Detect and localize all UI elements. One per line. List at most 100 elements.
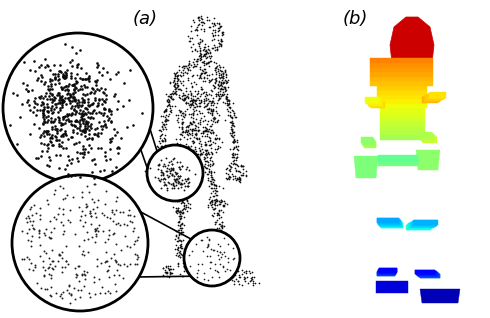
Point bbox=[189, 119, 196, 124]
Point bbox=[60, 75, 68, 80]
Point bbox=[215, 81, 222, 86]
Point bbox=[42, 250, 49, 255]
Point bbox=[230, 113, 238, 118]
Point bbox=[216, 236, 224, 241]
Point bbox=[78, 114, 86, 119]
Point bbox=[166, 270, 173, 275]
Point bbox=[155, 159, 163, 164]
Point bbox=[26, 218, 34, 224]
Point bbox=[46, 67, 54, 73]
Point bbox=[119, 210, 127, 215]
Point bbox=[80, 117, 88, 122]
Point bbox=[172, 252, 180, 258]
Point bbox=[159, 138, 167, 143]
Point bbox=[177, 185, 185, 190]
Point bbox=[76, 122, 84, 127]
Point bbox=[234, 144, 242, 149]
Point bbox=[47, 293, 54, 298]
Point bbox=[198, 19, 206, 24]
Point bbox=[203, 245, 211, 250]
Point bbox=[233, 154, 241, 159]
Point bbox=[181, 108, 189, 114]
Point bbox=[47, 83, 55, 88]
Point bbox=[208, 176, 216, 182]
Point bbox=[194, 90, 201, 95]
Point bbox=[188, 167, 196, 172]
Point bbox=[217, 68, 224, 73]
Point bbox=[240, 163, 247, 168]
Point bbox=[205, 169, 213, 174]
Point bbox=[193, 130, 200, 135]
Point bbox=[229, 123, 237, 128]
Point bbox=[160, 178, 168, 183]
Point bbox=[28, 212, 36, 217]
Point bbox=[215, 228, 222, 233]
Point bbox=[228, 122, 236, 127]
Point bbox=[184, 160, 192, 165]
Point bbox=[182, 85, 190, 90]
Point bbox=[153, 144, 161, 149]
Point bbox=[216, 209, 223, 214]
Point bbox=[197, 99, 205, 104]
Point bbox=[58, 295, 66, 301]
Point bbox=[166, 275, 173, 280]
Point bbox=[216, 88, 224, 93]
Point bbox=[125, 208, 133, 213]
Point bbox=[69, 90, 77, 95]
Point bbox=[160, 172, 168, 177]
Point bbox=[251, 280, 259, 286]
Point bbox=[99, 65, 107, 70]
Point bbox=[200, 100, 208, 106]
Point bbox=[47, 218, 54, 224]
Point bbox=[64, 91, 72, 96]
Point bbox=[153, 160, 161, 165]
Point bbox=[207, 155, 215, 160]
Point bbox=[161, 114, 169, 120]
Point bbox=[255, 280, 263, 285]
Point bbox=[90, 200, 98, 205]
Point bbox=[164, 94, 172, 99]
Point bbox=[39, 122, 47, 127]
Point bbox=[103, 215, 111, 220]
Point bbox=[200, 60, 208, 65]
Polygon shape bbox=[367, 99, 381, 104]
Point bbox=[186, 36, 194, 41]
Point bbox=[104, 289, 112, 294]
Point bbox=[175, 108, 183, 113]
Point bbox=[200, 71, 208, 76]
Point bbox=[42, 93, 49, 98]
Point bbox=[220, 256, 228, 261]
Point bbox=[117, 248, 125, 253]
Point bbox=[209, 103, 217, 108]
Point bbox=[216, 232, 223, 237]
Point bbox=[176, 238, 184, 243]
Point bbox=[228, 171, 236, 176]
Point bbox=[235, 148, 243, 153]
Point bbox=[176, 131, 184, 136]
Point bbox=[103, 70, 111, 75]
Point bbox=[86, 124, 94, 129]
Point bbox=[198, 39, 206, 44]
Point bbox=[186, 145, 194, 150]
Point bbox=[229, 159, 237, 164]
Point bbox=[234, 177, 242, 182]
Point bbox=[45, 265, 52, 270]
Point bbox=[236, 176, 244, 182]
Point bbox=[172, 177, 180, 182]
Point bbox=[49, 97, 56, 102]
Point bbox=[58, 133, 66, 138]
Point bbox=[207, 118, 215, 123]
Point bbox=[50, 214, 58, 219]
Point bbox=[196, 51, 204, 56]
Point bbox=[86, 211, 94, 216]
Point bbox=[207, 247, 215, 252]
Point bbox=[43, 287, 50, 292]
Point bbox=[224, 102, 232, 107]
Point bbox=[232, 155, 240, 160]
Point bbox=[90, 132, 98, 137]
Point bbox=[41, 82, 49, 87]
Point bbox=[147, 162, 154, 167]
Point bbox=[210, 24, 218, 29]
Point bbox=[211, 136, 219, 141]
Point bbox=[186, 64, 194, 69]
